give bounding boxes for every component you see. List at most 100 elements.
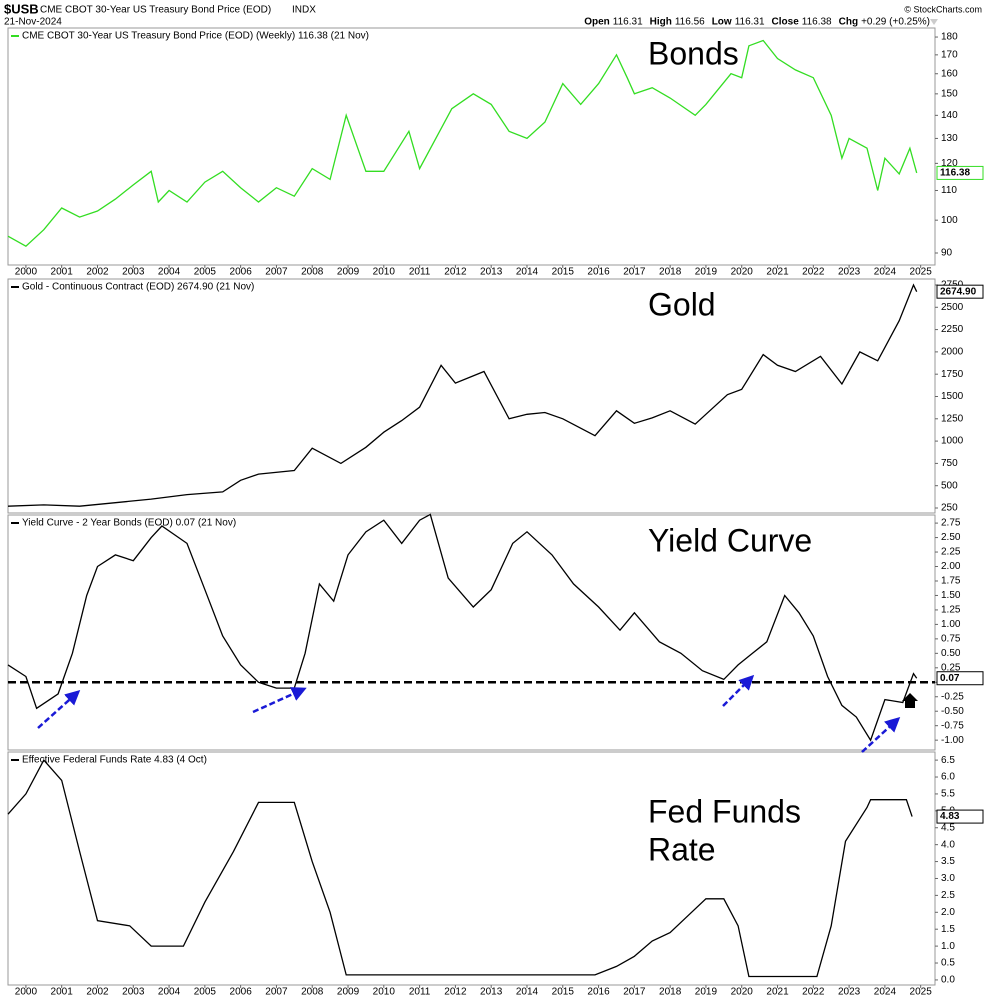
- x-tick-label: 2022: [802, 267, 825, 278]
- y-tick-label: 0.25: [941, 662, 961, 673]
- arrow: [252, 687, 307, 714]
- legend-label: Gold - Continuous Contract (EOD) 2674.90…: [22, 282, 254, 293]
- y-tick-label: 6.0: [941, 772, 955, 783]
- quote-value: +0.29 (+0.25%): [861, 17, 930, 28]
- x-tick-label: 2020: [731, 267, 754, 278]
- quote-label: Close: [772, 17, 800, 28]
- last-value-box: [936, 284, 984, 299]
- last-value-box: [936, 671, 984, 686]
- x-tick-label: 2005: [194, 987, 217, 998]
- last-value-box: [936, 809, 984, 824]
- y-tick-label: 6.5: [941, 755, 955, 766]
- y-tick-label: 1.75: [941, 576, 961, 587]
- plot-frame: [7, 514, 936, 751]
- x-tick-label: 2023: [838, 267, 861, 278]
- y-tick-label: 170: [941, 49, 958, 60]
- x-tick-label: 2004: [158, 267, 181, 278]
- quote-label: Chg: [839, 17, 858, 28]
- arrow: [37, 689, 81, 729]
- panel: 2750250022502000175015001250100075050025…: [7, 278, 984, 514]
- y-tick-label: 1.50: [941, 590, 961, 601]
- x-tick-label: 2006: [230, 987, 253, 998]
- quote-value: 116.38: [802, 17, 832, 28]
- x-tick-label: 2013: [480, 987, 503, 998]
- x-tick-label: 2008: [301, 987, 324, 998]
- x-tick-label: 2010: [373, 987, 396, 998]
- series-line: [7, 758, 913, 978]
- x-tick-label: 2014: [516, 267, 539, 278]
- x-tick-label: 2012: [444, 267, 467, 278]
- annotation: Bonds: [648, 35, 739, 71]
- y-tick-label: 1250: [941, 413, 964, 424]
- annotation: Gold: [648, 286, 716, 322]
- series-line: [7, 283, 918, 507]
- y-tick-label: 1750: [941, 369, 964, 380]
- annotation: Fed Funds: [648, 793, 801, 829]
- panel: 2.75 2.50 2.25 2.00 1.75 1.50 1.25 1.00 0.75 0.50…: [7, 513, 984, 751]
- y-tick-label: -0.75: [941, 720, 964, 731]
- x-tick-label: 2006: [230, 267, 253, 278]
- x-tick-label: 2024: [874, 987, 897, 998]
- y-tick-label: 2.5: [941, 890, 955, 901]
- x-tick-label: 2018: [659, 987, 682, 998]
- x-tick-label: 2008: [301, 267, 324, 278]
- quote-value: 116.56: [675, 17, 705, 28]
- y-tick-label: 0.50: [941, 648, 961, 659]
- y-tick-label: 2.75: [941, 518, 961, 529]
- y-tick-label: 5.5: [941, 789, 955, 800]
- y-tick-label: 160: [941, 68, 958, 79]
- y-tick-label: 180: [941, 32, 958, 43]
- x-tick-label: 2014: [516, 987, 539, 998]
- x-tick-label: 2013: [480, 267, 503, 278]
- last-value-label: 2674.90: [940, 286, 977, 297]
- x-tick-label: 2011: [409, 267, 431, 278]
- copyright: © StockCharts.com: [904, 4, 982, 14]
- y-tick-label: 4.0: [941, 839, 955, 850]
- y-tick-label: 1500: [941, 391, 964, 402]
- x-tick-label: 2007: [265, 987, 288, 998]
- x-tick-label: 2015: [552, 267, 575, 278]
- y-tick-label: 1.5: [941, 924, 955, 935]
- x-tick-label: 2025: [910, 987, 933, 998]
- x-tick-label: 2021: [766, 267, 789, 278]
- header: $USB CME CBOT 30-Year US Treasury Bond P…: [4, 1, 982, 27]
- x-tick-label: 2012: [444, 987, 467, 998]
- x-tick-label: 2017: [623, 987, 646, 998]
- header-title: CME CBOT 30-Year US Treasury Bond Price …: [40, 5, 271, 16]
- y-tick-label: 0.5: [941, 958, 955, 969]
- x-tick-label: 2025: [910, 267, 933, 278]
- panel: 180 170 160 150 140 130 120 110 100 90 2000 2001 200…: [7, 27, 984, 278]
- x-tick-label: 2018: [659, 267, 682, 278]
- annotation: Rate: [648, 831, 716, 867]
- x-tick-label: 2001: [51, 267, 74, 278]
- x-tick-label: 2011: [409, 987, 431, 998]
- last-value-box: [936, 165, 984, 180]
- x-tick-label: 2001: [51, 987, 74, 998]
- plot-frame: [7, 751, 936, 986]
- y-tick-label: 2000: [941, 347, 964, 358]
- plot-frame: [7, 278, 936, 514]
- x-tick-label: 2007: [265, 267, 288, 278]
- series-line: [7, 39, 918, 247]
- y-tick-label: 110: [941, 185, 957, 196]
- y-tick-label: 1.00: [941, 619, 961, 630]
- x-tick-label: 2020: [731, 987, 754, 998]
- arrow: [722, 674, 755, 707]
- x-tick-label: 2019: [695, 267, 718, 278]
- y-tick-label: 130: [941, 133, 958, 144]
- x-tick-label: 2002: [86, 987, 109, 998]
- up-arrow: [902, 693, 918, 708]
- y-tick-label: 500: [941, 480, 958, 491]
- last-value-label: 116.38: [940, 168, 970, 179]
- quote-label: High: [650, 17, 672, 28]
- exchange: INDX: [292, 5, 316, 16]
- x-tick-label: 2010: [373, 267, 396, 278]
- y-tick-label: 90: [941, 248, 953, 259]
- y-tick-label: 1000: [941, 436, 964, 447]
- x-tick-label: 2004: [158, 987, 181, 998]
- x-tick-label: 2021: [766, 987, 789, 998]
- y-tick-label: -0.25: [941, 691, 964, 702]
- y-tick-label: 2.25: [941, 547, 961, 558]
- y-tick-label: 2.0: [941, 907, 955, 918]
